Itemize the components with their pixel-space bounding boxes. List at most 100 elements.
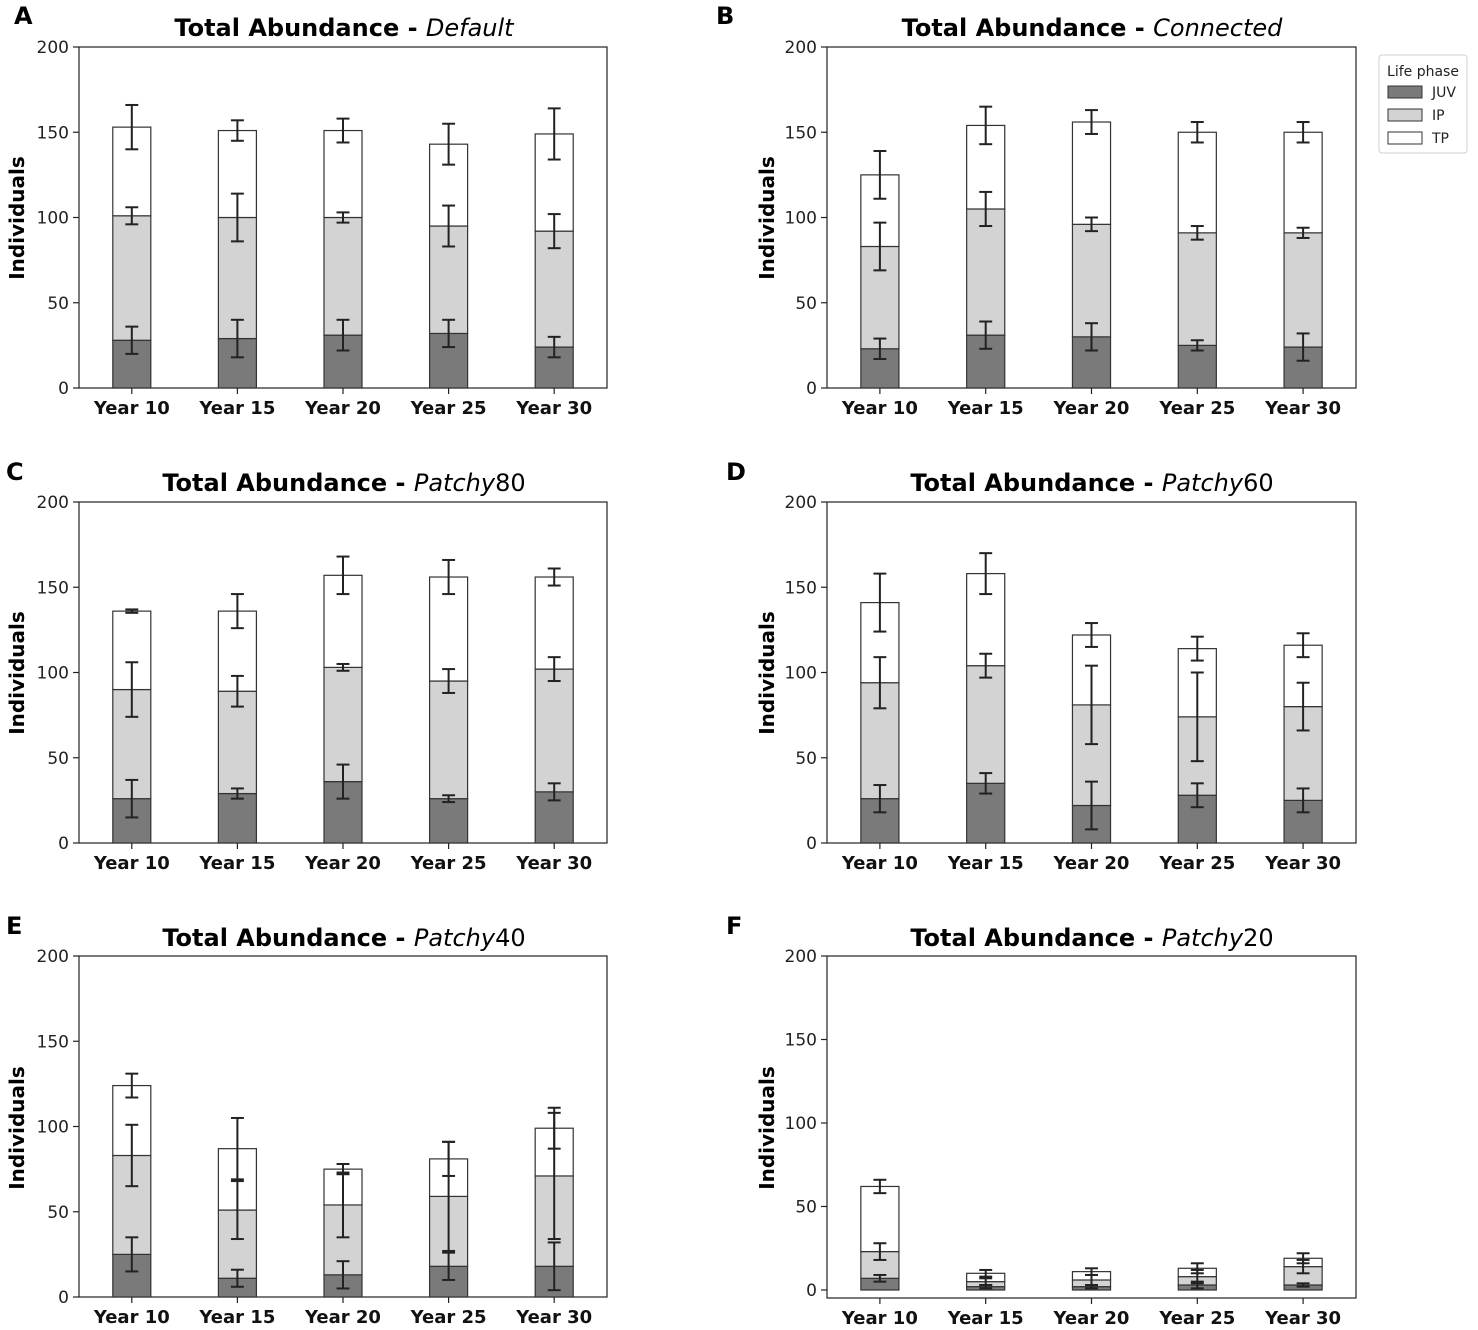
error-bar-tp — [547, 107, 561, 161]
x-tick-label: Year 10 — [841, 853, 918, 874]
x-tick-label: Year 25 — [1158, 398, 1235, 419]
y-tick-label: 200 — [37, 493, 69, 513]
y-tick-label: 150 — [37, 578, 69, 598]
panel-letter: F — [726, 912, 742, 940]
x-tick-label: Year 25 — [410, 1307, 487, 1328]
bar-tp — [323, 129, 363, 219]
y-tick-label: 200 — [785, 947, 817, 967]
error-bar-juv — [1296, 332, 1310, 362]
error-bar-ip — [1085, 664, 1098, 746]
panel-e: E Total Abundance - Patchy40 Individuals… — [5, 912, 608, 1328]
x-tick-label: Year 10 — [93, 1307, 170, 1328]
error-bar-ip — [1190, 671, 1204, 763]
axes-frame — [826, 955, 1357, 1299]
error-bar-tp — [336, 1163, 350, 1176]
y-tick-label: 100 — [37, 664, 69, 684]
error-bar-ip — [1190, 225, 1204, 241]
y-axis-label: Individuals — [5, 1066, 29, 1190]
x-tick-label: Year 20 — [304, 853, 381, 874]
error-bar-tp — [230, 1116, 244, 1181]
error-bar-tp — [230, 119, 244, 142]
y-tick-label: 0 — [58, 379, 69, 399]
error-bar-ip — [547, 656, 561, 683]
error-bar-ip — [1296, 681, 1310, 732]
x-tick-label: Year 30 — [515, 1307, 592, 1328]
error-bar-ip — [1296, 226, 1310, 239]
x-tick-label: Year 25 — [1158, 1308, 1235, 1329]
error-bar-tp — [1190, 121, 1204, 144]
y-tick-label: 50 — [47, 294, 69, 314]
error-bar-tp — [873, 150, 887, 200]
y-axis-label: Individuals — [755, 1066, 779, 1190]
error-bar-juv — [547, 782, 561, 802]
x-tick-label: Year 15 — [947, 1308, 1024, 1329]
error-bar-tp — [873, 1178, 887, 1195]
x-tick-label: Year 30 — [1264, 398, 1341, 419]
y-tick-label: 0 — [806, 834, 817, 854]
error-bar-ip — [125, 1123, 139, 1188]
error-bar-juv — [336, 318, 350, 352]
panel-c: C Total Abundance - Patchy80 Individuals… — [5, 458, 608, 874]
legend-label-juv: JUV — [1431, 85, 1456, 101]
error-bar-tp — [125, 608, 139, 614]
x-tick-label: Year 30 — [515, 853, 592, 874]
x-tick-label: Year 10 — [841, 1308, 918, 1329]
legend-title: Life phase — [1387, 64, 1459, 80]
y-tick-label: 100 — [785, 1114, 817, 1134]
x-tick-label: Year 20 — [1053, 853, 1130, 874]
bar-juv — [1177, 344, 1217, 389]
x-tick-label: Year 30 — [1264, 853, 1341, 874]
bar-ip — [966, 208, 1006, 336]
x-tick-label: Year 20 — [304, 398, 381, 419]
y-tick-label: 50 — [47, 749, 69, 769]
y-tick-label: 200 — [37, 38, 69, 58]
error-bar-juv — [979, 320, 993, 350]
x-tick-label: Year 20 — [1053, 1308, 1130, 1329]
y-tick-label: 150 — [785, 123, 817, 143]
legend-swatch-ip — [1387, 108, 1423, 122]
error-bar-tp — [336, 117, 350, 144]
x-tick-label: Year 15 — [198, 398, 275, 419]
error-bar-ip — [442, 668, 456, 694]
x-tick-label: Year 25 — [1158, 853, 1235, 874]
y-tick-label: 100 — [785, 664, 817, 684]
error-bar-ip — [230, 674, 244, 708]
error-bar-tp — [1296, 121, 1310, 144]
error-bar-tp — [125, 103, 139, 151]
error-bar-juv — [336, 763, 350, 800]
bar-ip — [1071, 223, 1112, 338]
panel-f: F Total Abundance - Patchy20 Individuals… — [726, 912, 1357, 1329]
error-bar-ip — [979, 652, 993, 679]
bar-ip — [1283, 232, 1323, 348]
legend-swatch-tp — [1387, 131, 1423, 145]
y-tick-label: 0 — [58, 1288, 69, 1308]
error-bar-juv — [442, 1251, 456, 1281]
error-bar-ip — [336, 662, 350, 672]
error-bar-ip — [547, 213, 561, 250]
error-bar-ip — [873, 221, 887, 272]
bar-ip — [112, 215, 152, 341]
panel-letter: D — [726, 458, 746, 486]
error-bar-tp — [442, 1140, 456, 1177]
chart-title: Total Abundance - Patchy60 — [910, 469, 1273, 497]
legend-swatch-juv — [1387, 85, 1423, 99]
error-bar-ip — [979, 190, 993, 228]
bar-tp — [1283, 131, 1323, 234]
error-bar-ip — [1085, 216, 1098, 233]
y-axis-label: Individuals — [755, 611, 779, 735]
plot-area: 0 50 100 150 200 Year 10 Year 15 Year 20 Year 25… — [37, 38, 608, 419]
error-bar-juv — [1190, 339, 1204, 352]
y-tick-label: 100 — [37, 209, 69, 229]
error-bar-juv — [1296, 1282, 1310, 1288]
x-tick-label: Year 20 — [1053, 398, 1130, 419]
error-bar-tp — [125, 1072, 139, 1099]
x-tick-label: Year 20 — [304, 1307, 381, 1328]
bar-ip — [1177, 232, 1217, 346]
error-bar-juv — [336, 1260, 350, 1290]
error-bar-tp — [1296, 632, 1310, 659]
error-bar-juv — [873, 337, 887, 361]
error-bar-ip — [336, 211, 350, 224]
error-bar-juv — [547, 1241, 561, 1292]
plot-area: 0 50 100 150 200 Year 10 Year 15 Year 20 Year 25… — [37, 493, 608, 874]
x-tick-label: Year 25 — [410, 853, 487, 874]
